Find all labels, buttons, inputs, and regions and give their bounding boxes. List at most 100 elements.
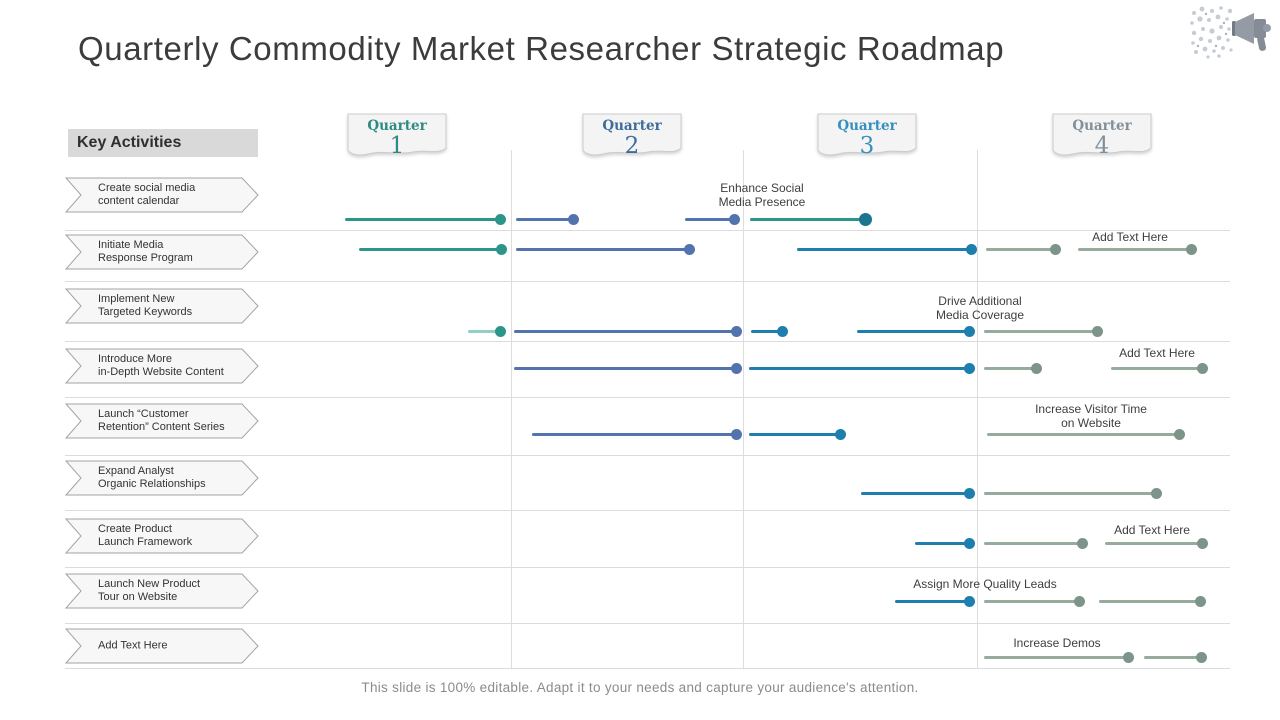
timeline-annotation: Add Text Here — [1119, 346, 1195, 360]
banner-shape — [817, 113, 917, 156]
timeline-segment — [345, 217, 500, 221]
quarter-number: 4 — [1094, 133, 1110, 159]
activity-chevron: Implement New Targeted Keywords — [65, 288, 259, 324]
timeline-segment — [984, 491, 1156, 495]
quarter-banner: Quarter 1 — [347, 113, 447, 163]
milestone-dot — [1076, 537, 1088, 549]
chevron-shape — [65, 518, 259, 554]
timeline-segment — [1078, 247, 1191, 251]
activity-chevron: Introduce More in-Depth Website Content — [65, 348, 259, 384]
milestone-dot — [965, 243, 977, 255]
milestone-dot — [963, 595, 975, 607]
milestone-dot — [494, 213, 506, 225]
milestone-dot — [1150, 487, 1162, 499]
timeline-annotation: Assign More Quality Leads — [913, 577, 1057, 591]
timeline-segment — [984, 541, 1082, 545]
milestone-dot — [1049, 243, 1061, 255]
timeline-segment — [984, 655, 1128, 659]
timeline-segment — [751, 329, 782, 333]
timeline-segment — [749, 366, 969, 370]
timeline-annotation: Add Text Here — [1092, 230, 1168, 244]
timeline-annotation: Drive Additional Media Coverage — [935, 294, 1025, 322]
milestone-dot — [1030, 362, 1042, 374]
timeline-segment — [749, 432, 840, 436]
milestone-dot — [494, 325, 506, 337]
milestone-dot — [1091, 325, 1103, 337]
quarter-gridline — [511, 150, 512, 668]
activity-label: Create Product Launch Framework — [98, 523, 193, 548]
timeline-segment — [984, 366, 1036, 370]
timeline-segment — [516, 217, 573, 221]
timeline-segment — [1144, 655, 1201, 659]
chevron-shape — [65, 573, 259, 609]
page-title: Quarterly Commodity Market Researcher St… — [78, 30, 1005, 67]
milestone-dot — [730, 325, 742, 337]
timeline-segment — [797, 247, 971, 251]
activity-label: Implement New Targeted Keywords — [98, 293, 193, 318]
milestone-dot — [1196, 362, 1208, 374]
activity-label: Launch “Customer Retention” Content Serie… — [98, 408, 225, 433]
milestone-dot — [1196, 537, 1208, 549]
milestone-dot — [1173, 428, 1185, 440]
row-separator — [65, 341, 1230, 342]
row-separator — [65, 455, 1230, 456]
activity-label: Expand Analyst Organic Relationships — [98, 465, 206, 490]
editable-note: This slide is 100% editable. Adapt it to… — [361, 680, 919, 695]
row-separator — [65, 397, 1230, 398]
chevron-shape — [65, 460, 259, 496]
milestone-dot — [1073, 595, 1085, 607]
chevron-shape — [65, 177, 259, 213]
activity-label: Introduce More in-Depth Website Content — [98, 353, 224, 378]
milestone-dot — [1194, 595, 1206, 607]
timeline-segment — [895, 599, 969, 603]
chevron-shape — [65, 348, 259, 384]
timeline-segment — [984, 599, 1079, 603]
timeline-segment — [514, 366, 736, 370]
timeline-segment — [514, 329, 736, 333]
timeline-segment — [986, 247, 1055, 251]
banner-shape — [1052, 113, 1152, 156]
milestone-dot — [683, 243, 695, 255]
quarter-banner: Quarter 4 — [1052, 113, 1152, 163]
activity-label: Create social media content calendar — [98, 182, 196, 207]
activity-chevron: Expand Analyst Organic Relationships — [65, 460, 259, 496]
timeline-segment — [359, 247, 501, 251]
quarter-gridline — [743, 150, 744, 668]
milestone-dot — [858, 212, 872, 226]
timeline-segment — [516, 247, 689, 251]
milestone-dot — [963, 325, 975, 337]
milestone-dot — [1195, 651, 1207, 663]
timeline-segment — [987, 432, 1179, 436]
quarter-number: 2 — [624, 133, 640, 159]
timeline-segment — [984, 329, 1097, 333]
quarter-label: Quarter — [367, 118, 427, 134]
row-separator — [65, 623, 1230, 624]
quarter-banner: Quarter 3 — [817, 113, 917, 163]
timeline-annotation: Increase Demos — [1013, 636, 1101, 650]
key-activities-header: Key Activities — [68, 129, 258, 157]
timeline-annotation: Enhance Social Media Presence — [718, 181, 806, 209]
quarter-label: Quarter — [1072, 118, 1132, 134]
timeline-segment — [750, 217, 865, 221]
milestone-dot — [776, 325, 788, 337]
timeline-annotation: Add Text Here — [1114, 523, 1190, 537]
chevron-shape — [65, 403, 259, 439]
quarter-label: Quarter — [837, 118, 897, 134]
quarter-number: 3 — [859, 133, 875, 159]
activity-chevron: Create social media content calendar — [65, 177, 259, 213]
quarter-gridline — [977, 150, 978, 668]
activity-label: Initiate Media Response Program — [98, 239, 193, 264]
timeline-segment — [857, 329, 969, 333]
quarter-label: Quarter — [602, 118, 662, 134]
row-separator — [65, 281, 1230, 282]
row-separator — [65, 230, 1230, 231]
timeline-segment — [1111, 366, 1202, 370]
activity-label: Add Text Here — [98, 639, 168, 652]
timeline-segment — [685, 217, 734, 221]
activity-chevron: Create Product Launch Framework — [65, 518, 259, 554]
chevron-shape — [65, 628, 259, 664]
quarter-number: 1 — [389, 133, 405, 159]
chevron-shape — [65, 234, 259, 270]
banner-shape — [582, 113, 682, 156]
